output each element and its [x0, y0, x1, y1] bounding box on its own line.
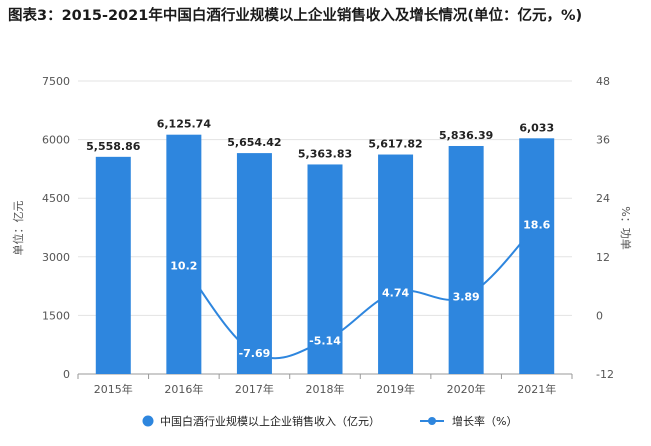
bar — [307, 164, 343, 374]
y2-tick-label: 48 — [596, 75, 610, 88]
y2-tick-label: 36 — [596, 134, 610, 147]
line-point-label: 3.89 — [453, 290, 480, 303]
x-tick-label: 2018年 — [306, 382, 345, 396]
legend-line-marker — [428, 417, 436, 425]
legend: 中国白酒行业规模以上企业销售收入（亿元） 增长率（%） — [142, 414, 517, 428]
bar-series — [95, 134, 555, 374]
bar-value-label: 6,125.74 — [157, 118, 212, 131]
chart-title: 图表3：2015-2021年中国白酒行业规模以上企业销售收入及增长情况(单位：亿… — [8, 8, 583, 24]
line-point-label: -7.69 — [239, 347, 271, 360]
line-point-label: -5.14 — [309, 335, 341, 348]
y2-axis-ticks: -12 0 12 24 36 48 — [596, 75, 614, 381]
x-tick-label: 2016年 — [164, 382, 203, 396]
y-axis-ticks: 0 1500 3000 4500 6000 7500 — [42, 75, 70, 381]
y2-tick-label: -12 — [596, 368, 614, 381]
x-tick-label: 2021年 — [517, 382, 556, 396]
x-tick-label: 2020年 — [447, 382, 486, 396]
bar-value-label: 5,654.42 — [227, 136, 281, 149]
line-point-label: 10.2 — [170, 260, 197, 273]
growth-rate-line — [183, 223, 538, 360]
y-axis-title: 单位：亿元 — [11, 201, 25, 256]
x-tick-label: 2019年 — [376, 382, 415, 396]
bar-value-label: 5,836.39 — [439, 129, 493, 142]
legend-bar-label: 中国白酒行业规模以上企业销售收入（亿元） — [160, 414, 380, 428]
x-tick-label: 2017年 — [235, 382, 274, 396]
bar-labels: 5,558.86 6,125.74 5,654.42 5,363.83 5,617.82… — [86, 118, 554, 161]
y-tick-label: 6000 — [42, 134, 70, 147]
y2-tick-label: 0 — [596, 309, 603, 322]
legend-line-label: 增长率（%） — [452, 414, 517, 428]
bar — [378, 154, 414, 374]
x-axis-ticks: 2015年 2016年 2017年 2018年 2019年 2020年 2021年 — [77, 374, 573, 396]
x-tick-label: 2015年 — [94, 382, 133, 396]
y2-axis-title: %：功单 — [619, 206, 632, 249]
y-tick-label: 3000 — [42, 251, 70, 264]
bar — [95, 156, 131, 374]
bar — [166, 134, 202, 374]
y-tick-label: 0 — [63, 368, 70, 381]
y-tick-label: 4500 — [42, 192, 70, 205]
y2-tick-label: 24 — [596, 192, 610, 205]
bar — [448, 145, 484, 374]
bar-value-label: 5,363.83 — [298, 147, 352, 160]
line-point-label: 4.74 — [382, 286, 409, 299]
line-series: 10.2 -7.69 -5.14 4.74 3.89 18.6 — [169, 217, 552, 361]
bar-value-label: 6,033 — [519, 121, 554, 134]
bar — [236, 153, 272, 374]
bar-value-label: 5,558.86 — [86, 140, 141, 153]
line-point-label: 18.6 — [523, 219, 550, 232]
legend-bar-swatch — [142, 415, 154, 427]
bar-value-label: 5,617.82 — [368, 138, 422, 151]
y2-tick-label: 12 — [596, 251, 610, 264]
y-tick-label: 1500 — [42, 309, 70, 322]
y-tick-label: 7500 — [42, 75, 70, 88]
bar — [519, 138, 555, 374]
